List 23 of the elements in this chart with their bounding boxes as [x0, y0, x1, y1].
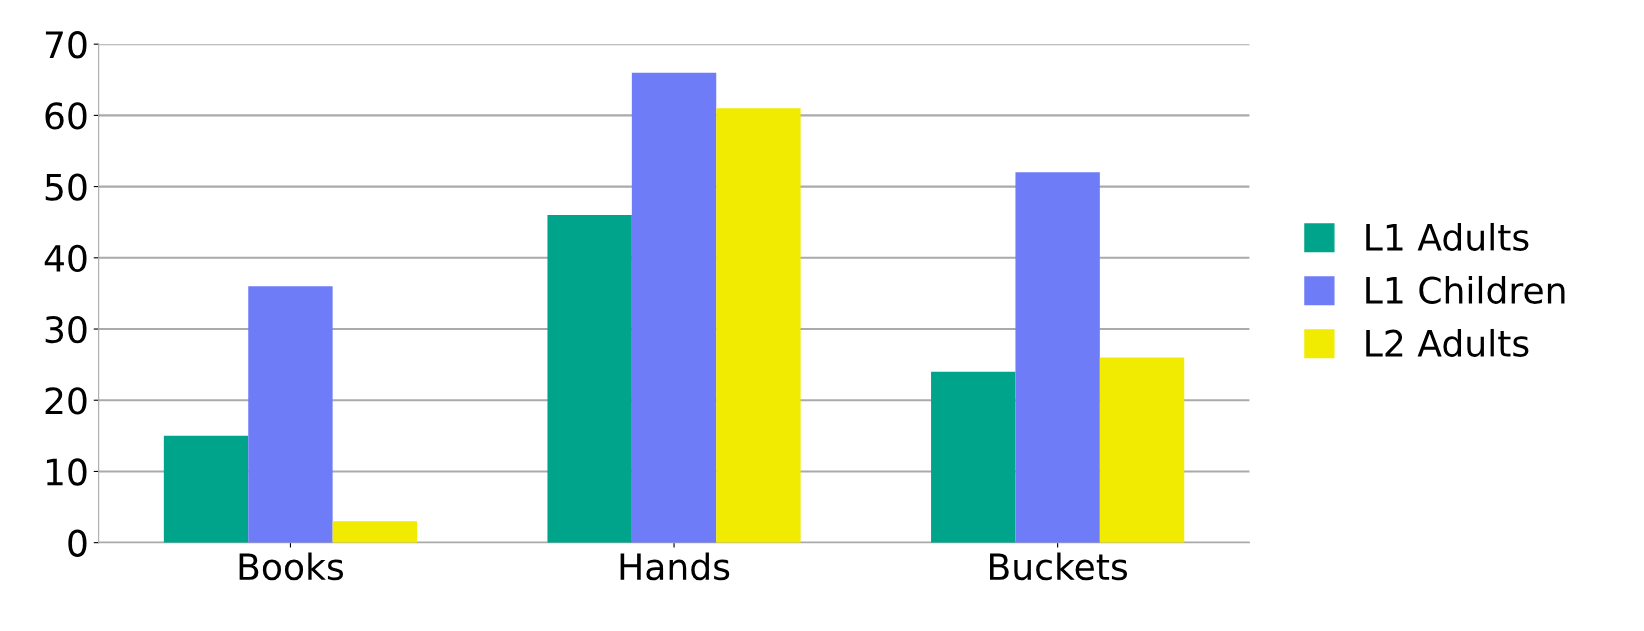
y-tick-label: 40: [44, 244, 87, 273]
y-tick-label: 20: [45, 387, 87, 415]
y-tick-label: 10: [46, 458, 87, 486]
bar: [1099, 357, 1185, 543]
legend-label: L1 Adults: [1366, 222, 1529, 251]
y-tick-label: 70: [45, 31, 87, 59]
y-tick-label: 50: [45, 173, 87, 201]
x-tick-label: Books: [239, 552, 344, 581]
bar: [716, 108, 801, 543]
y-tick-label: 30: [45, 315, 87, 344]
x-tick-label: Hands: [620, 552, 730, 581]
y-tick-label: 0: [68, 529, 87, 557]
bar: [631, 72, 717, 543]
bar: [931, 371, 1016, 543]
legend-label: L1 Children: [1366, 275, 1565, 304]
bar: [163, 435, 249, 543]
bar: [248, 286, 333, 543]
bar: [547, 215, 632, 543]
bar: [1015, 172, 1100, 543]
y-tick-label: 60: [45, 102, 87, 130]
legend-label: L2 Adults: [1366, 328, 1529, 357]
x-tick-label: Buckets: [990, 552, 1128, 581]
bar: [332, 521, 418, 543]
